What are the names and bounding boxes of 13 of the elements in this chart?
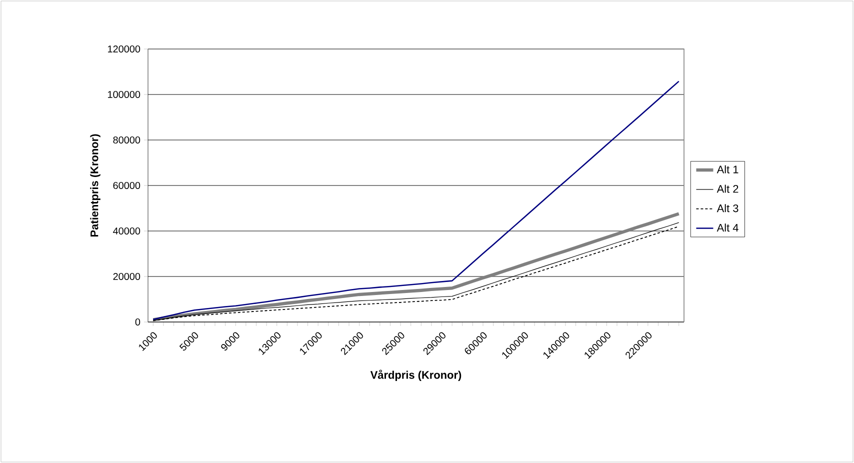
- y-tick-label: 20000: [113, 272, 140, 280]
- y-axis-title: Patientpris (Kronor): [90, 134, 100, 237]
- y-tick-label: 0: [135, 318, 140, 326]
- legend-label: Alt 3: [716, 204, 738, 212]
- y-tick-label: 120000: [108, 45, 140, 53]
- legend-label: Alt 4: [716, 224, 738, 232]
- y-tick-label: 80000: [113, 136, 140, 144]
- legend-label: Alt 2: [716, 184, 738, 193]
- y-tick-label: 100000: [108, 90, 140, 98]
- y-tick-label: 40000: [113, 227, 140, 235]
- x-axis-title: Vårdpris (Kronor): [370, 370, 462, 381]
- legend-label: Alt 1: [716, 165, 738, 174]
- y-tick-label: 60000: [113, 182, 140, 190]
